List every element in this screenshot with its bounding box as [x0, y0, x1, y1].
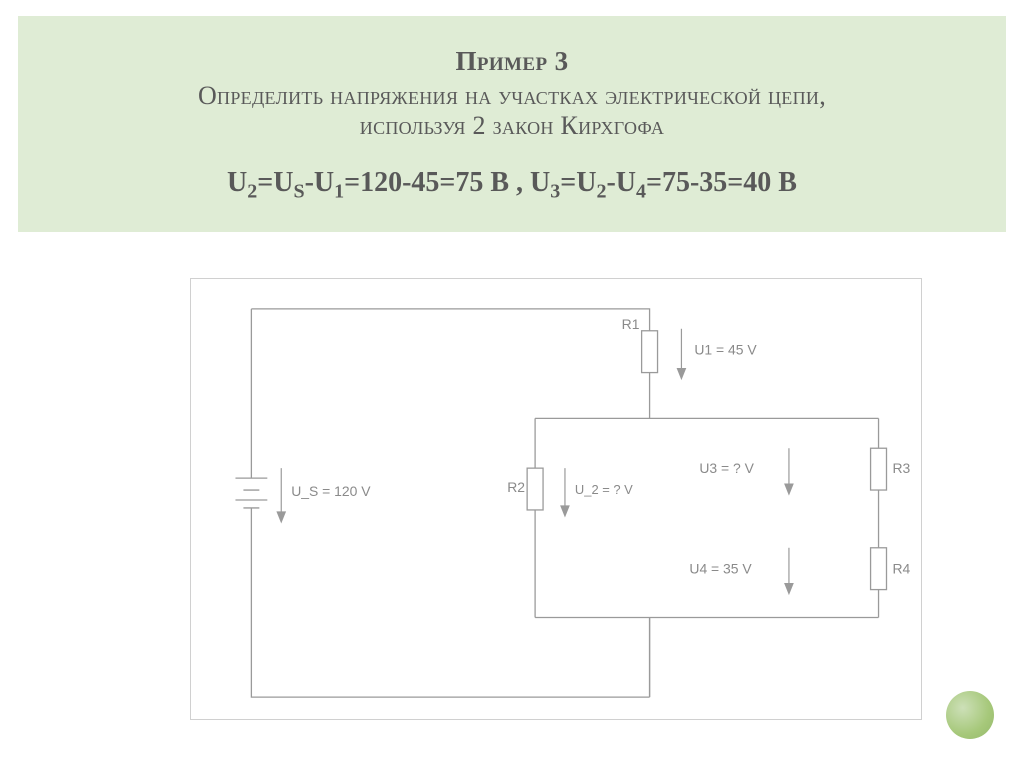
label-r1: R1 [622, 316, 640, 332]
title-line-1: Пример 3 [48, 46, 976, 77]
label-r3: R3 [892, 460, 910, 476]
label-u2: U_2 = ? V [575, 482, 633, 497]
label-r4: R4 [892, 561, 910, 577]
equation: U2=US-U1=120-45=75 В , U3=U2-U4=75-35=40… [48, 167, 976, 204]
circuit-svg: U_S = 120 V R1 U1 = 45 V R2 U_2 = ? V R3… [191, 279, 921, 719]
slide: Пример 3 Определить напряжения на участк… [0, 0, 1024, 767]
circuit-diagram: U_S = 120 V R1 U1 = 45 V R2 U_2 = ? V R3… [190, 278, 922, 720]
title-line-3: используя 2 закон Кирхгофа [48, 111, 976, 141]
label-u4: U4 = 35 V [689, 561, 752, 577]
label-us: U_S = 120 V [291, 483, 371, 499]
accent-dot-icon [946, 691, 994, 739]
label-u1: U1 = 45 V [694, 342, 757, 358]
label-r2: R2 [507, 479, 525, 495]
label-u3: U3 = ? V [699, 460, 754, 476]
title-line-2: Определить напряжения на участках электр… [48, 81, 976, 111]
header-box: Пример 3 Определить напряжения на участк… [18, 16, 1006, 232]
